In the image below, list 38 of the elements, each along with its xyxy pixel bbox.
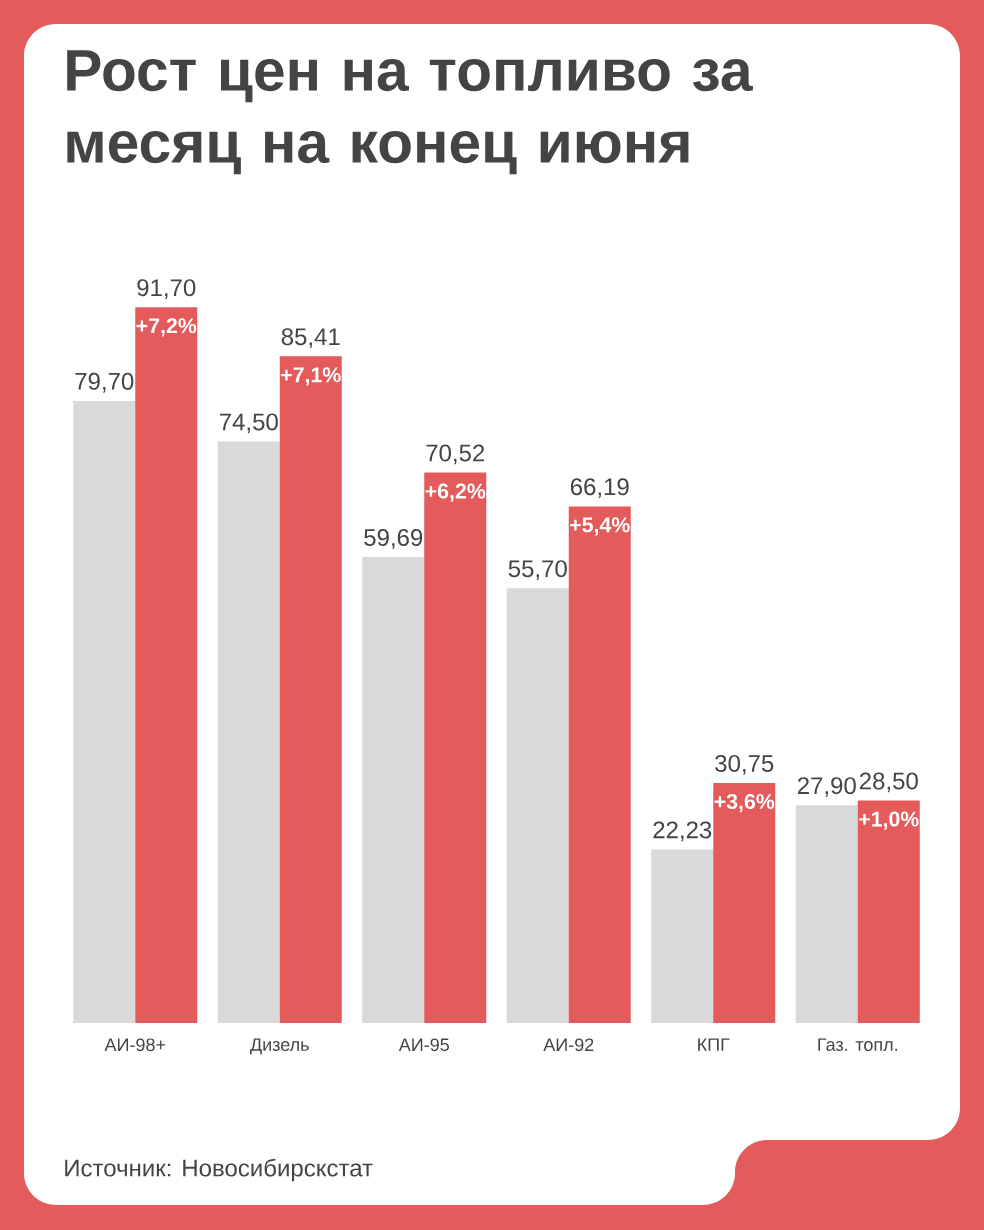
data-label: 66,19: [570, 478, 629, 499]
data-label: 22,23: [653, 821, 712, 842]
bar: [506, 588, 569, 1024]
bar: [568, 506, 631, 1024]
x-tick-label: КПГ: [698, 1038, 730, 1051]
bar: [362, 557, 425, 1024]
x-tick-label: Газ. топл.: [818, 1038, 898, 1051]
annotation: +7,2%: [136, 318, 197, 337]
data-label: 91,70: [137, 279, 196, 299]
bar: [279, 356, 342, 1024]
data-label: 27,90: [797, 777, 856, 797]
bar: [135, 307, 198, 1024]
bar: [857, 800, 920, 1024]
annotation: +5,4%: [570, 517, 630, 536]
data-label: 74,50: [219, 413, 278, 434]
data-label: 85,41: [281, 328, 340, 349]
chart-title: Рост цен на топливо за месяц на конец июня: [67, 50, 753, 175]
x-tick-label: АИ-98+: [104, 1038, 166, 1052]
text: Источник: Новосибирскстат: [65, 1158, 373, 1182]
x-tick-label: АИ-95: [398, 1038, 449, 1052]
bar: [651, 849, 714, 1024]
annotation: +7,1%: [281, 367, 341, 386]
data-label: 70,52: [426, 444, 485, 465]
data-label: 59,69: [364, 529, 423, 549]
bar: [795, 805, 858, 1024]
data-label: 55,70: [508, 560, 567, 580]
data-label: 79,70: [75, 372, 134, 393]
data-label: 30,75: [715, 754, 774, 775]
annotation: +1,0%: [859, 811, 919, 830]
data-label: 28,50: [859, 772, 918, 793]
bar: [73, 400, 136, 1024]
annotation: +6,2%: [425, 483, 486, 502]
x-tick-label: Дизель: [250, 1038, 309, 1055]
x-tick-label: АИ-92: [543, 1038, 594, 1052]
bar: [713, 783, 776, 1024]
bar: [424, 472, 487, 1024]
annotation: +3,6%: [714, 793, 775, 813]
bar: [217, 441, 280, 1024]
